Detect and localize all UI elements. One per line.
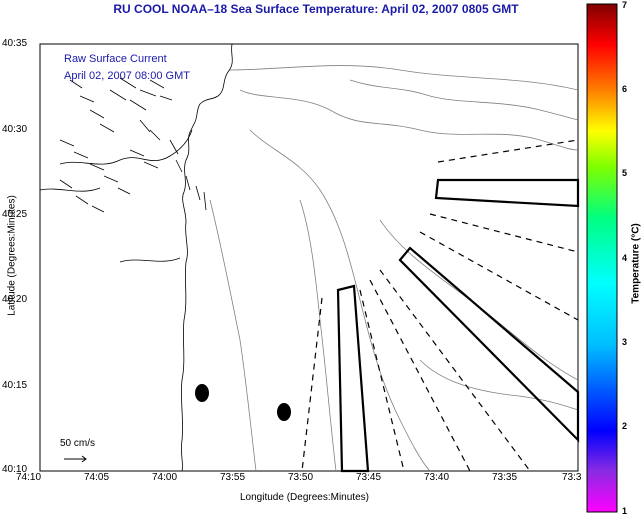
y-tick-label: 40:15 (2, 380, 28, 391)
y-tick-label: 40:35 (2, 38, 28, 49)
legend-current-label: Raw Surface Current (64, 53, 167, 65)
current-vectors (59, 77, 207, 213)
x-tick-label: 74:00 (152, 472, 178, 483)
colorbar-tick: 1 (622, 506, 628, 516)
survey-dashed-lines (301, 139, 579, 472)
y-tick-label: 40:30 (2, 124, 28, 135)
legend-current-date: April 02, 2007 08:00 GMT (64, 70, 190, 82)
mooring-marker (195, 384, 209, 402)
map-frame (39, 43, 579, 472)
y-tick-label: 40:25 (2, 209, 28, 220)
x-tick-label: 73:35 (492, 472, 518, 483)
x-tick-label: 73:55 (220, 472, 246, 483)
colorbar-tick: 2 (622, 421, 628, 431)
coastline (39, 43, 233, 472)
map-title: RU COOL NOAA–18 Sea Surface Temperature:… (113, 2, 519, 16)
colorbar-tick: 7 (622, 0, 628, 10)
x-tick-label: 73:40 (424, 472, 450, 483)
x-tick-label: 73:45 (356, 472, 382, 483)
x-tick-label: 73:50 (288, 472, 314, 483)
x-tick-label: 73:3 (562, 472, 582, 483)
y-tick-label: 40:10 (2, 464, 28, 475)
temperature-colorbar (586, 3, 618, 513)
colorbar-tick: 5 (622, 168, 628, 178)
survey-boxes (336, 178, 580, 473)
y-axis-label: Latitude (Degrees:Minutes) (6, 195, 18, 316)
colorbar-tick: 4 (622, 253, 628, 263)
colorbar-tick: 6 (622, 84, 628, 94)
mooring-marker (277, 403, 291, 421)
colorbar-label: Temperature (°C) (630, 223, 642, 304)
x-tick-label: 74:05 (84, 472, 110, 483)
scale-arrow (64, 455, 87, 463)
y-tick-label: 40:20 (2, 294, 28, 305)
colorbar-tick: 3 (622, 337, 628, 347)
x-axis-label: Longitude (Degrees:Minutes) (240, 492, 369, 503)
x-tick-label: 74:10 (16, 472, 42, 483)
scale-label: 50 cm/s (60, 438, 96, 449)
